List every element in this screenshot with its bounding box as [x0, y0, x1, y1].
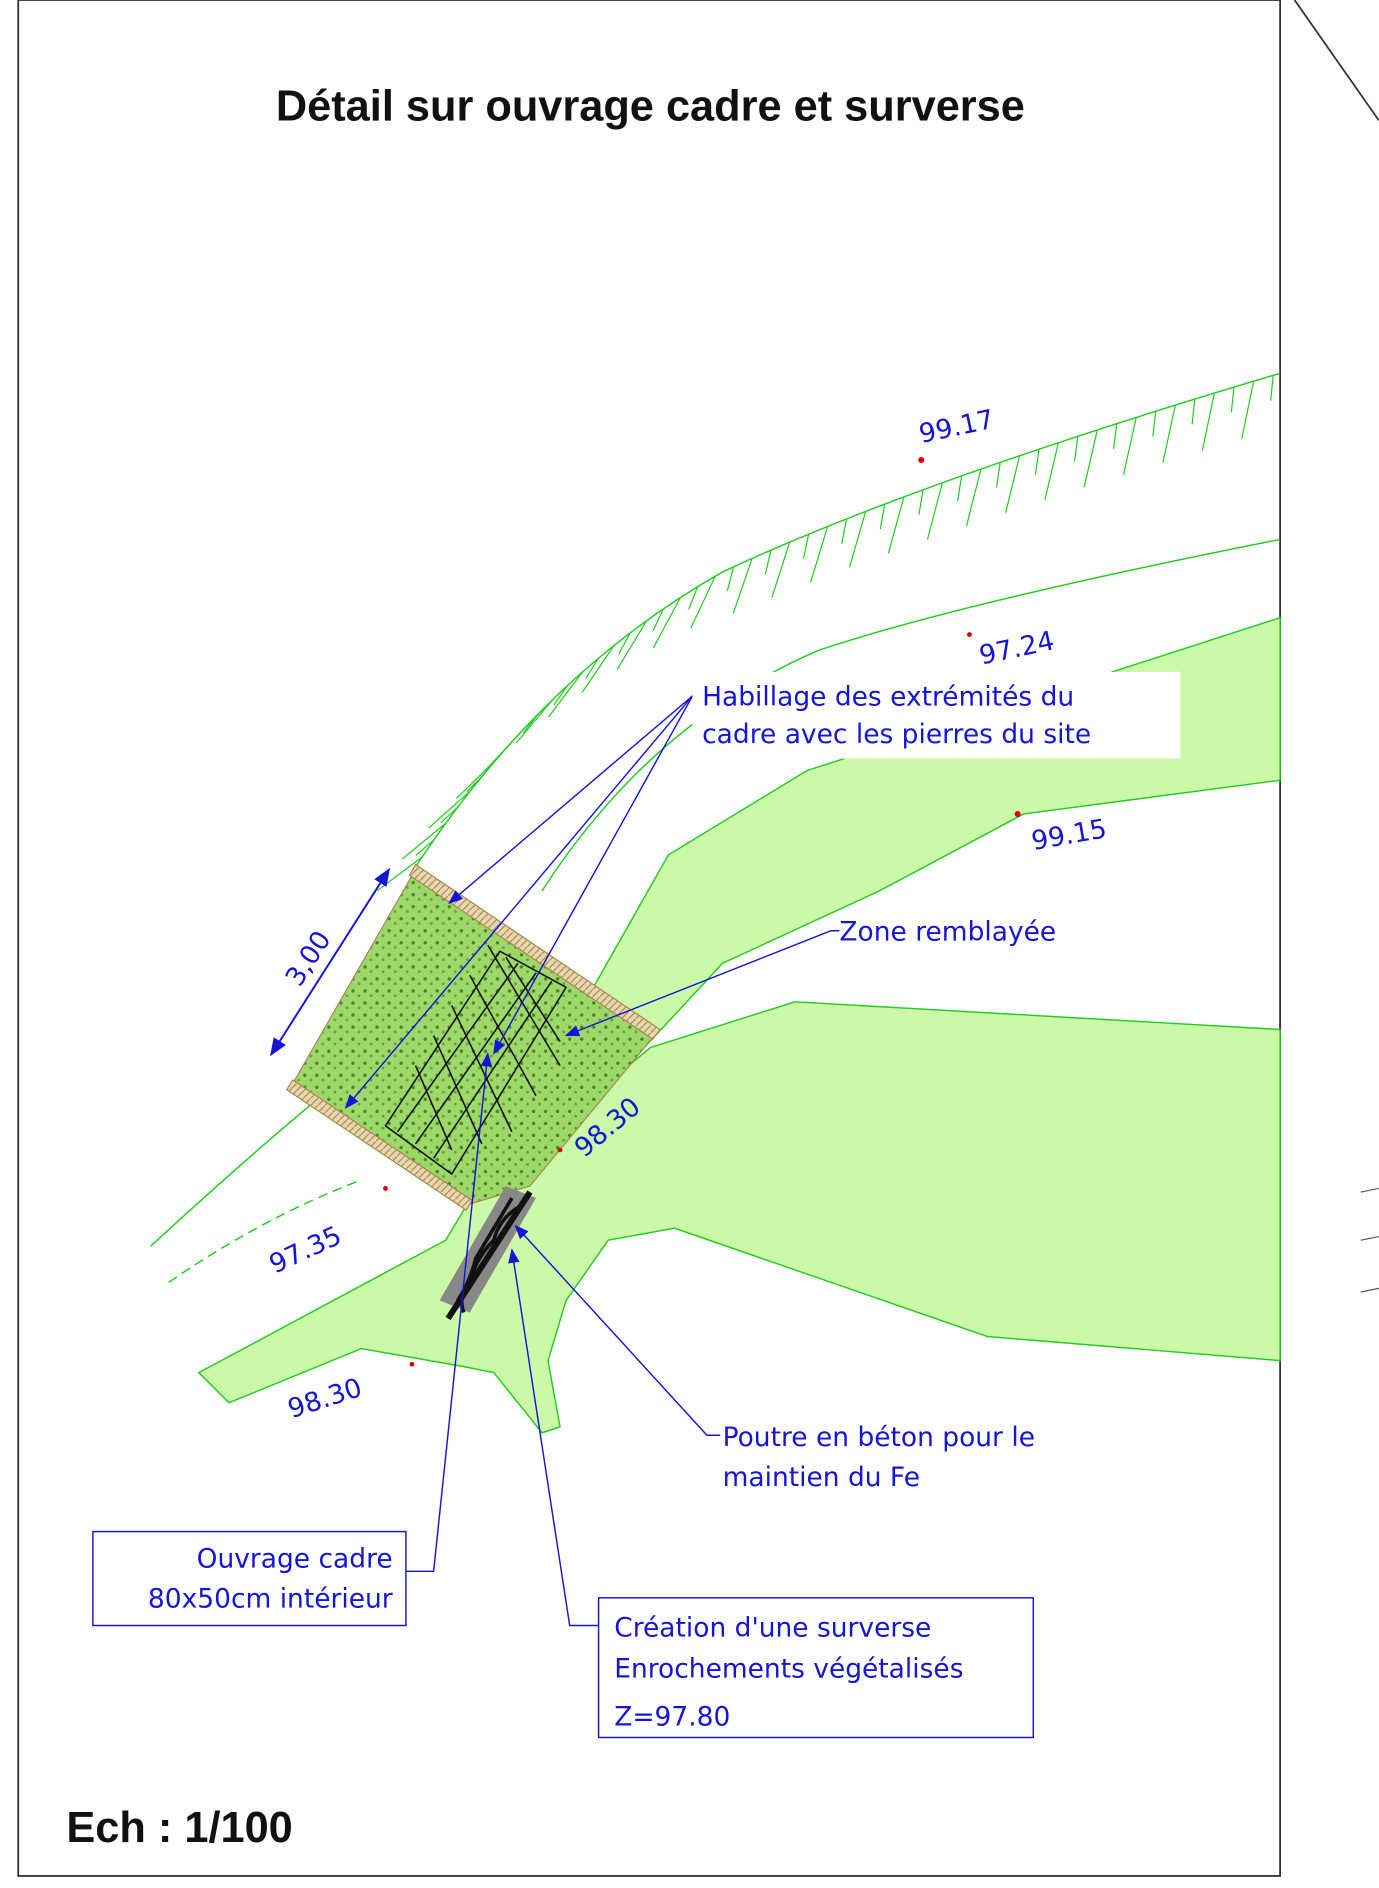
slope-tick [803, 534, 808, 558]
elevation: 97.24 [976, 625, 1057, 671]
slope-tick [586, 658, 598, 678]
elevation: 97.35 [265, 1220, 347, 1280]
annotation: Poutre en béton pour le [723, 1422, 1035, 1453]
title: Détail sur ouvrage cadre et surverse [276, 82, 1025, 130]
slope-tick [1231, 387, 1234, 412]
slope-tick [811, 527, 828, 583]
slope-tick [1006, 456, 1020, 513]
slope-tick [516, 700, 552, 743]
slope-tick [524, 714, 539, 733]
slope-tick [486, 729, 524, 770]
slope-tick [1242, 381, 1254, 439]
slope-tick [888, 497, 903, 553]
annotation: maintien du Fe [723, 1462, 920, 1493]
slope-tick [467, 775, 483, 792]
slope-tick [1045, 443, 1058, 500]
slope-tick [927, 483, 942, 540]
slope-tick [997, 462, 1001, 487]
slope-tick [772, 542, 790, 597]
slope-tick [727, 567, 733, 591]
dimension-label: 3,00 [279, 925, 337, 991]
slope-tick [1075, 436, 1078, 461]
slope-tick [429, 791, 471, 828]
slope-tick [1084, 430, 1097, 487]
drawing: 3,00 99.17 97.24 99.15 98.30 97.35 98.30… [0, 0, 1379, 1888]
slope-tick [842, 519, 847, 544]
slope-tick [958, 476, 962, 501]
slope-tick [617, 621, 647, 670]
elevation: 99.17 [916, 404, 997, 450]
annotation: Z=97.80 [614, 1701, 730, 1732]
slope-tick [1163, 405, 1175, 462]
slope-tick [733, 558, 752, 613]
annotation: Ouvrage cadre [197, 1544, 393, 1575]
slope-tick [1271, 375, 1274, 400]
annotation: Zone remblayée [839, 916, 1056, 947]
slope-tick [919, 490, 923, 515]
slope-tick [880, 504, 884, 529]
slope-tick [849, 511, 865, 567]
annotation: Création d'une surverse [614, 1612, 931, 1643]
slope-tick [1153, 411, 1156, 436]
slope-tick [765, 550, 771, 574]
slope-tick [967, 469, 981, 526]
elevation: 99.15 [1029, 813, 1109, 857]
edge-marks [1361, 1188, 1379, 1292]
annotation: Enrochements végétalisés [614, 1653, 963, 1684]
slope-tick [1192, 399, 1195, 424]
frame-line [1295, 0, 1379, 120]
annotation: 80x50cm intérieur [148, 1583, 393, 1614]
slope-tick [1114, 424, 1117, 449]
scale-label: Ech : 1/100 [66, 1804, 292, 1852]
elevation: 98.30 [284, 1372, 366, 1425]
annotation: cadre avec les pierres du site [702, 719, 1091, 750]
slope-tick [549, 672, 583, 717]
slope-tick [1036, 449, 1039, 474]
annotation: Habillage des extrémités du [702, 682, 1074, 713]
slope-tick [1202, 393, 1214, 451]
slope-tick [1124, 417, 1137, 474]
